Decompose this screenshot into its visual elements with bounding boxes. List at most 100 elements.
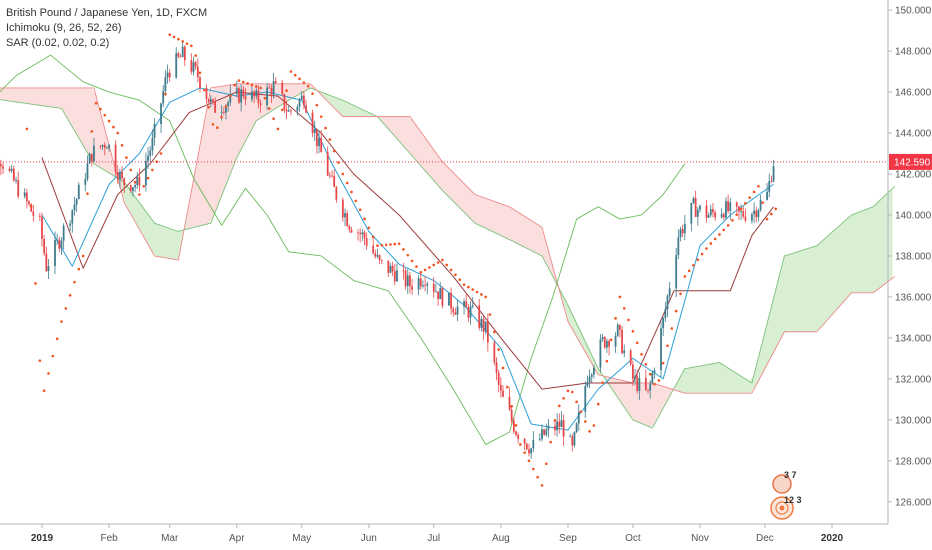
- sar-dot: [432, 263, 436, 267]
- price-axis[interactable]: 126.000 128.000 130.000 132.000 134.000 136.0…: [887, 0, 932, 524]
- candle: [510, 405, 513, 425]
- legend-sar[interactable]: SAR (0.02, 0.02, 0.2): [6, 37, 110, 49]
- candle: [283, 93, 286, 113]
- candle: [422, 280, 424, 289]
- candle: [75, 198, 78, 212]
- sar-dot: [475, 290, 479, 294]
- candle: [17, 171, 20, 199]
- candle: [469, 301, 472, 325]
- candle: [432, 277, 435, 298]
- sar-dot: [272, 117, 275, 120]
- candle-body: [599, 339, 602, 368]
- candle-body: [121, 171, 123, 179]
- sar-dot: [536, 475, 539, 479]
- candle-body: [196, 66, 199, 78]
- candle-body: [755, 210, 758, 218]
- price-tick-label: 134.000: [895, 333, 932, 344]
- legend-ichimoku[interactable]: Ichimoku (9, 26, 52, 26): [6, 22, 122, 34]
- sar-dot: [601, 381, 604, 384]
- sar-dot: [527, 459, 531, 463]
- sar-dot: [81, 254, 85, 258]
- candle-body: [699, 205, 701, 210]
- candle-body: [119, 171, 121, 180]
- candle-body: [296, 106, 299, 111]
- candle: [196, 58, 199, 83]
- sar-dot: [592, 424, 596, 427]
- candle-body: [751, 214, 753, 221]
- candle-body: [30, 204, 33, 212]
- candle-body: [389, 265, 392, 273]
- candle: [766, 183, 768, 201]
- sar-dot: [358, 208, 362, 212]
- candle: [484, 321, 487, 335]
- sar-dot: [38, 359, 42, 363]
- candle: [569, 433, 572, 438]
- candle: [361, 228, 364, 241]
- candle: [290, 108, 292, 116]
- sar-dot: [648, 372, 652, 376]
- sar-dot: [34, 282, 37, 285]
- candle: [696, 206, 699, 226]
- candle-body: [456, 306, 459, 315]
- indicator-lines: [0, 54, 896, 445]
- time-tick-label: Sep: [559, 533, 577, 544]
- ideas-badge[interactable]: 3 7 12 3: [768, 470, 808, 524]
- candle-body: [341, 199, 344, 218]
- candle-body: [432, 283, 435, 292]
- candle: [164, 69, 167, 96]
- sar-dot: [207, 105, 210, 109]
- candle-body: [426, 283, 429, 286]
- sar-dot: [29, 204, 33, 208]
- candle-body: [205, 87, 208, 99]
- candle-body: [690, 202, 693, 224]
- time-tick-label: 2020: [821, 533, 844, 544]
- candle: [344, 208, 346, 226]
- sar-dot: [462, 283, 466, 286]
- candle-body: [207, 98, 210, 103]
- candle: [315, 129, 318, 154]
- candle-body: [636, 376, 639, 391]
- candle: [463, 298, 465, 315]
- candle-body: [766, 191, 768, 200]
- candle: [129, 184, 132, 193]
- candle-body: [190, 60, 193, 72]
- candle: [714, 210, 717, 221]
- candle-body: [320, 138, 323, 153]
- candle: [664, 301, 667, 322]
- candle: [512, 417, 515, 434]
- sar-dot: [428, 266, 431, 269]
- candle-body: [134, 185, 136, 188]
- candle: [199, 75, 201, 93]
- candle-body: [452, 308, 455, 313]
- sar-dot: [770, 212, 773, 216]
- candle: [259, 99, 262, 113]
- candle-body: [227, 102, 230, 107]
- candle: [759, 195, 762, 212]
- legend-symbol[interactable]: British Pound / Japanese Yen, 1D, FXCM: [6, 7, 208, 19]
- sar-dot: [194, 54, 197, 57]
- sar-dot: [570, 390, 574, 394]
- candle-body: [47, 266, 50, 272]
- badge-top-count: 3 7: [784, 470, 797, 480]
- time-axis[interactable]: 2019 Feb Mar Apr May Jun Jul Aug Sep Oct Nov Dec 202…: [0, 523, 888, 544]
- sar-dot: [506, 385, 509, 389]
- sar-dot: [519, 443, 522, 446]
- candle-body: [735, 202, 738, 207]
- candle-body: [463, 301, 465, 307]
- time-tick-label: Jul: [427, 533, 440, 544]
- price-tick-label: 150.000: [895, 6, 932, 17]
- candle-body: [238, 88, 240, 103]
- candle: [751, 212, 753, 224]
- candle: [558, 413, 561, 434]
- candle: [391, 261, 394, 277]
- sar-dot: [748, 196, 752, 199]
- candle: [38, 212, 41, 221]
- candle: [588, 369, 591, 389]
- sar-dot: [493, 330, 496, 334]
- candle: [60, 237, 63, 255]
- sar-dot: [324, 126, 327, 130]
- candle-body: [12, 168, 15, 181]
- candle: [638, 372, 641, 400]
- candle: [482, 316, 485, 341]
